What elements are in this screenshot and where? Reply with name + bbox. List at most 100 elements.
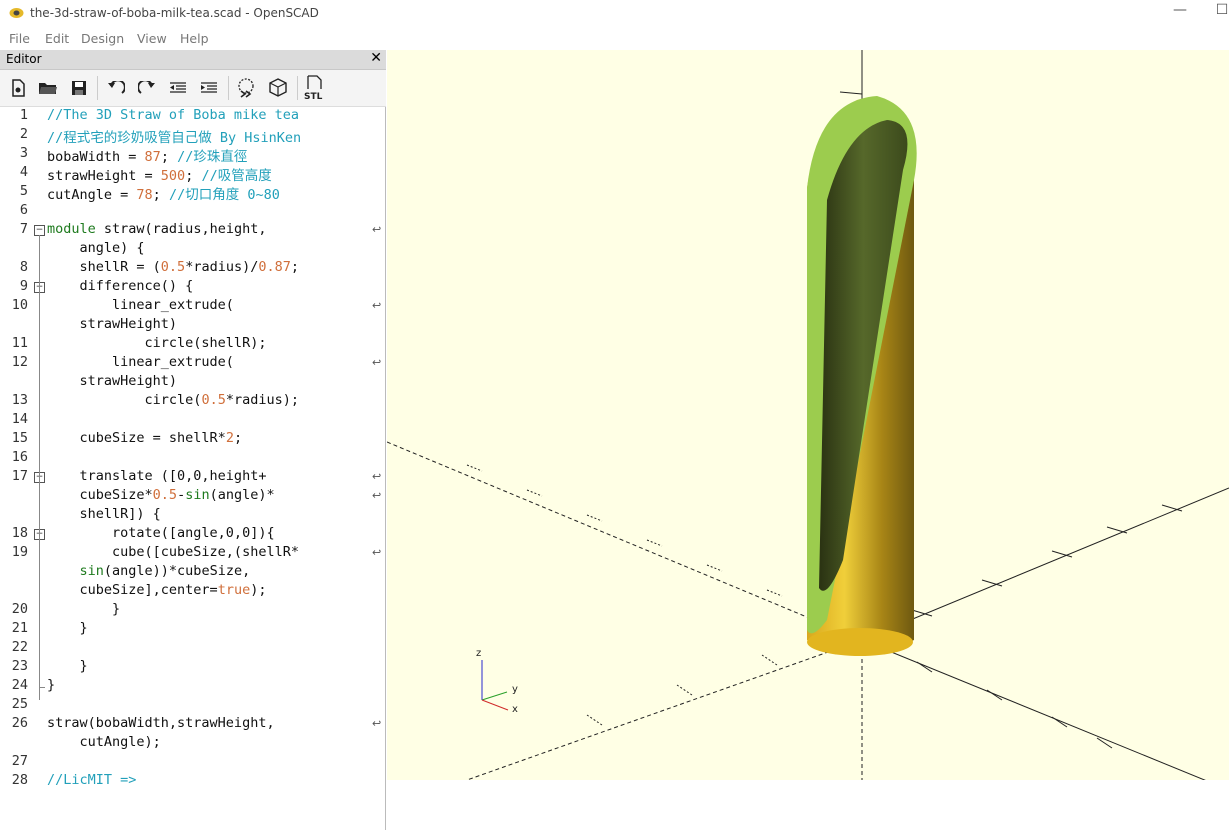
code-line[interactable]: translate ([0,0,height+	[47, 468, 267, 484]
menu-design[interactable]: Design	[81, 31, 125, 46]
code-line[interactable]: angle) {	[47, 240, 145, 256]
line-wrap-icon: ↩	[372, 546, 382, 559]
line-number: 2	[19, 126, 28, 142]
code-line[interactable]: rotate([angle,0,0]){	[47, 525, 275, 541]
code-token: difference() {	[47, 278, 194, 294]
code-line[interactable]: straw(bobaWidth,strawHeight,	[47, 715, 275, 731]
code-token: module	[47, 221, 96, 237]
3d-viewport[interactable]: z y x	[387, 50, 1229, 780]
viewport-canvas[interactable]	[387, 50, 1229, 780]
code-line[interactable]: shellR = (0.5*radius)/0.87;	[47, 259, 300, 275]
open-file-icon[interactable]	[35, 75, 61, 101]
code-token: 78	[136, 187, 153, 203]
line-number: 4	[19, 164, 28, 180]
line-number: 5	[19, 183, 28, 199]
code-token: 87	[144, 149, 161, 165]
code-line[interactable]: module straw(radius,height,	[47, 221, 266, 237]
code-token: cubeSize],center=	[47, 582, 218, 598]
line-number: 7	[19, 221, 28, 237]
code-token: );	[250, 582, 267, 598]
code-line[interactable]: cubeSize = shellR*2;	[47, 430, 243, 446]
save-icon[interactable]	[66, 75, 92, 101]
code-token: //程式宅的珍奶吸管自己做 By HsinKen	[47, 130, 302, 146]
code-token: cubeSize = shellR*	[47, 430, 226, 446]
line-wrap-icon: ↩	[372, 356, 382, 369]
menu-help[interactable]: Help	[180, 31, 209, 46]
straw-model[interactable]	[807, 96, 917, 656]
code-token: strawHeight)	[47, 373, 178, 389]
code-line[interactable]: cube([cubeSize,(shellR*	[47, 544, 299, 560]
redo-icon[interactable]	[134, 75, 160, 101]
editor-header: Editor ✕	[0, 50, 386, 70]
code-line[interactable]: }	[47, 601, 120, 617]
preview-icon[interactable]	[233, 75, 259, 101]
code-line[interactable]: bobaWidth = 87; //珍珠直徑	[47, 145, 247, 165]
axis-x-label: x	[512, 704, 518, 715]
code-line[interactable]: sin(angle))*cubeSize,	[47, 563, 251, 579]
code-line[interactable]: strawHeight)	[47, 373, 178, 389]
code-line[interactable]: linear_extrude(	[47, 354, 234, 370]
menu-edit[interactable]: Edit	[45, 31, 70, 46]
code-token: (angle)*	[209, 487, 275, 503]
export-stl-icon[interactable]: STL	[302, 75, 328, 101]
line-wrap-icon: ↩	[372, 470, 382, 483]
code-token: angle) {	[47, 240, 145, 256]
code-token: circle(	[47, 392, 202, 408]
line-number: 20	[11, 601, 28, 617]
code-token: ;	[290, 259, 299, 275]
code-line[interactable]: cubeSize*0.5-sin(angle)*	[47, 487, 275, 503]
code-line[interactable]: difference() {	[47, 278, 194, 294]
code-line[interactable]: linear_extrude(	[47, 297, 234, 313]
code-token: straw(bobaWidth,strawHeight,	[47, 715, 275, 731]
line-number: 21	[11, 620, 28, 636]
render-icon[interactable]	[265, 75, 291, 101]
code-token: *radius)/	[185, 259, 259, 275]
code-line[interactable]: cutAngle = 78; //切口角度 0~80	[47, 183, 280, 203]
menu-view[interactable]: View	[137, 31, 167, 46]
code-line[interactable]: shellR]) {	[47, 506, 161, 522]
code-line[interactable]: //程式宅的珍奶吸管自己做 By HsinKen	[47, 126, 301, 146]
code-token: translate ([0,0,height+	[47, 468, 267, 484]
code-token: ;	[233, 430, 243, 446]
code-token: strawHeight)	[47, 316, 178, 332]
code-line[interactable]: //LicMIT =>	[47, 772, 136, 788]
code-line[interactable]: }	[47, 620, 88, 636]
code-token: -	[177, 487, 186, 503]
code-line[interactable]: cubeSize],center=true);	[47, 582, 267, 598]
code-line[interactable]: strawHeight)	[47, 316, 178, 332]
code-line[interactable]: cutAngle);	[47, 734, 161, 750]
line-wrap-icon: ↩	[372, 223, 382, 236]
line-number: 1	[19, 107, 28, 123]
code-line[interactable]: circle(0.5*radius);	[47, 392, 299, 408]
line-number: 13	[11, 392, 28, 408]
unindent-icon[interactable]	[165, 75, 191, 101]
editor-close-button[interactable]: ✕	[370, 50, 382, 66]
maximize-button[interactable]: ☐	[1215, 2, 1229, 18]
line-number: 11	[11, 335, 28, 351]
minimize-button[interactable]: —	[1173, 2, 1187, 18]
code-editor[interactable]: 1 //The 3D Straw of Boba mike tea 2 //程式宅的珍…	[0, 107, 386, 830]
menu-file[interactable]: File	[9, 31, 30, 46]
axis-y-label: y	[512, 684, 518, 695]
code-line[interactable]: }	[47, 677, 55, 693]
line-number: 14	[11, 411, 28, 427]
line-number: 6	[19, 202, 28, 218]
code-token	[47, 563, 80, 579]
code-line[interactable]: circle(shellR);	[47, 335, 267, 351]
code-line[interactable]: strawHeight = 500; //吸管高度	[47, 164, 272, 184]
code-token: 0.5	[201, 392, 226, 408]
code-token: straw(radius,height,	[95, 221, 267, 237]
code-token: true	[217, 582, 251, 598]
code-token: ;	[160, 149, 178, 165]
line-wrap-icon: ↩	[372, 717, 382, 730]
indent-icon[interactable]	[196, 75, 222, 101]
code-token: linear_extrude(	[47, 354, 234, 370]
code-token: (angle))*cubeSize,	[103, 563, 251, 579]
code-token: //吸管高度	[201, 168, 272, 184]
undo-icon[interactable]	[103, 75, 129, 101]
code-line[interactable]: //The 3D Straw of Boba mike tea	[47, 107, 299, 123]
line-number: 9	[19, 278, 28, 294]
new-file-icon[interactable]	[5, 75, 31, 101]
code-token: cube([cubeSize,(shellR*	[47, 544, 299, 560]
code-line[interactable]: }	[47, 658, 88, 674]
